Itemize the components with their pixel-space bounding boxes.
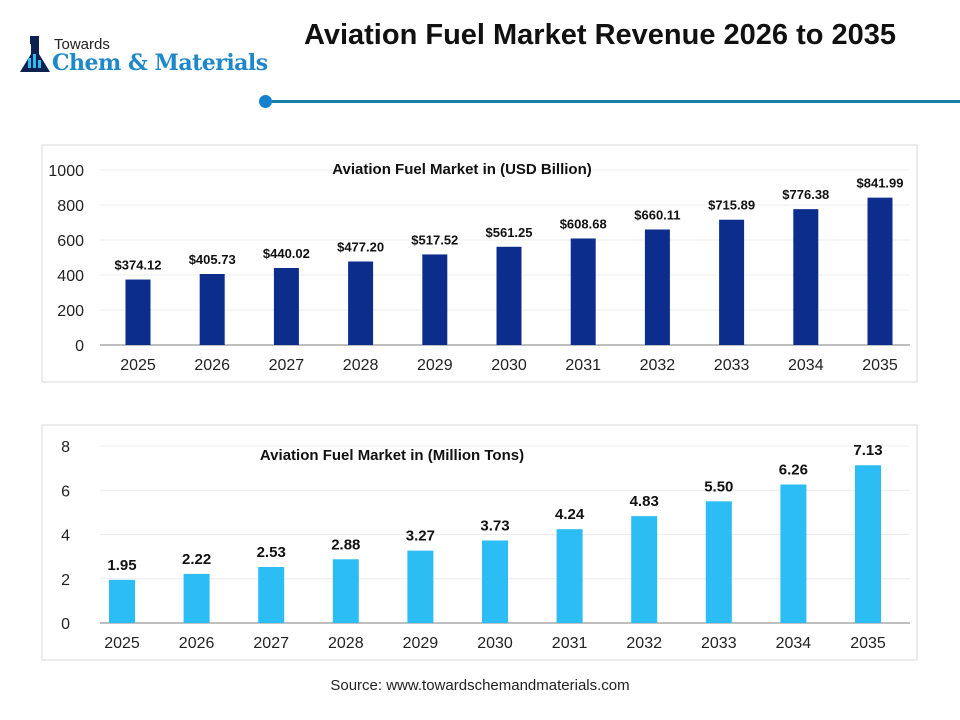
x-tick-label: 2027	[253, 635, 289, 652]
chart-title: Aviation Fuel Market in (USD Billion)	[332, 161, 591, 178]
title-rule-dot	[259, 95, 272, 108]
logo-small-text: Towards	[54, 36, 110, 53]
bar	[348, 261, 374, 345]
logo-big-text: Chem & Materials	[52, 50, 268, 76]
data-label: 4.83	[630, 493, 659, 510]
bar	[332, 559, 359, 623]
source-text: Source: www.towardschemandmaterials.com	[330, 677, 630, 694]
y-tick-label: 2	[61, 572, 70, 589]
y-tick-label: 0	[61, 616, 70, 633]
y-tick-label: 0	[75, 338, 84, 355]
x-tick-label: 2032	[626, 635, 662, 652]
bar	[570, 238, 596, 345]
y-tick-label: 800	[57, 198, 84, 215]
bar	[719, 219, 745, 345]
x-tick-label: 2028	[328, 635, 364, 652]
data-label: $841.99	[857, 176, 904, 191]
x-tick-label: 2029	[417, 357, 453, 374]
bar	[109, 579, 135, 623]
flask-icon	[20, 36, 50, 72]
x-tick-label: 2028	[343, 357, 379, 374]
x-tick-label: 2029	[403, 635, 439, 652]
data-label: 3.27	[406, 528, 435, 545]
bar	[482, 540, 508, 623]
bar	[631, 516, 658, 623]
x-tick-label: 2031	[552, 635, 588, 652]
data-label: $440.02	[263, 246, 310, 261]
data-label: $517.52	[411, 232, 458, 247]
x-tick-label: 2032	[640, 357, 676, 374]
bar	[199, 273, 225, 345]
x-tick-label: 2033	[701, 635, 737, 652]
bar	[855, 465, 881, 623]
data-label: 2.22	[182, 551, 211, 568]
x-tick-label: 2030	[491, 357, 527, 374]
data-label: 1.95	[107, 557, 136, 574]
x-tick-label: 2034	[788, 357, 824, 374]
bar	[644, 229, 670, 345]
bar	[556, 529, 583, 623]
x-tick-label: 2025	[104, 635, 140, 652]
y-tick-label: 8	[61, 439, 70, 456]
x-tick-label: 2033	[714, 357, 750, 374]
bar	[258, 567, 285, 623]
y-tick-label: 200	[57, 303, 84, 320]
y-tick-label: 1000	[48, 163, 84, 180]
bar	[793, 209, 819, 345]
bar	[125, 279, 151, 345]
page-title: Aviation Fuel Market Revenue 2026 to 203…	[303, 19, 897, 51]
bar	[422, 254, 448, 345]
bar	[705, 501, 732, 623]
x-tick-label: 2026	[194, 357, 230, 374]
data-label: 4.24	[555, 506, 585, 523]
chart-title: Aviation Fuel Market in (Million Tons)	[260, 447, 524, 464]
x-tick-label: 2031	[565, 357, 601, 374]
data-label: 2.88	[331, 536, 360, 553]
data-label: $374.12	[115, 258, 162, 273]
data-label: $405.73	[189, 252, 236, 267]
data-label: 2.53	[257, 544, 286, 561]
x-tick-label: 2026	[179, 635, 215, 652]
data-label: 3.73	[480, 517, 509, 534]
x-tick-label: 2035	[862, 357, 898, 374]
logo: Towards Chem & Materials	[18, 36, 268, 81]
x-tick-label: 2025	[120, 357, 156, 374]
data-label: 6.26	[779, 461, 808, 478]
data-label: $561.25	[486, 225, 533, 240]
y-tick-label: 400	[57, 268, 84, 285]
data-label: $776.38	[782, 187, 829, 202]
data-label: 5.50	[704, 478, 733, 495]
bar	[867, 197, 893, 345]
chart-frame	[41, 144, 918, 383]
y-tick-label: 6	[61, 483, 70, 500]
x-tick-label: 2035	[850, 635, 886, 652]
title-rule	[272, 100, 960, 103]
data-label: $715.89	[708, 198, 755, 213]
data-label: $477.20	[337, 239, 384, 254]
bar	[273, 267, 299, 345]
bar	[496, 246, 522, 345]
y-tick-label: 4	[61, 528, 70, 545]
x-tick-label: 2030	[477, 635, 513, 652]
bar	[407, 550, 434, 623]
x-tick-label: 2034	[776, 635, 812, 652]
data-label: 7.13	[853, 442, 882, 459]
data-label: $608.68	[560, 216, 607, 231]
y-tick-label: 600	[57, 233, 84, 250]
x-tick-label: 2027	[269, 357, 305, 374]
data-label: $660.11	[634, 207, 680, 222]
bar	[183, 573, 210, 623]
bar	[780, 484, 807, 623]
